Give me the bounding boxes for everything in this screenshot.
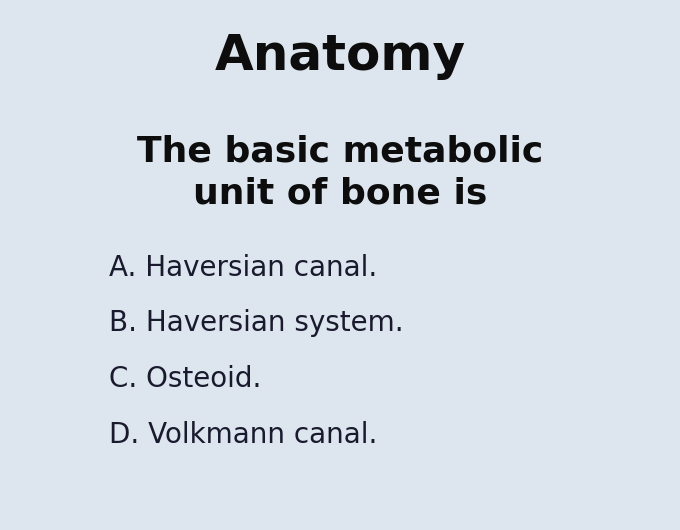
Text: D. Volkmann canal.: D. Volkmann canal. xyxy=(109,421,377,448)
Text: A. Haversian canal.: A. Haversian canal. xyxy=(109,254,377,281)
Text: B. Haversian system.: B. Haversian system. xyxy=(109,310,403,337)
Text: C. Osteoid.: C. Osteoid. xyxy=(109,365,261,393)
Text: unit of bone is: unit of bone is xyxy=(193,176,487,210)
Text: The basic metabolic: The basic metabolic xyxy=(137,134,543,168)
Text: Anatomy: Anatomy xyxy=(214,32,466,80)
